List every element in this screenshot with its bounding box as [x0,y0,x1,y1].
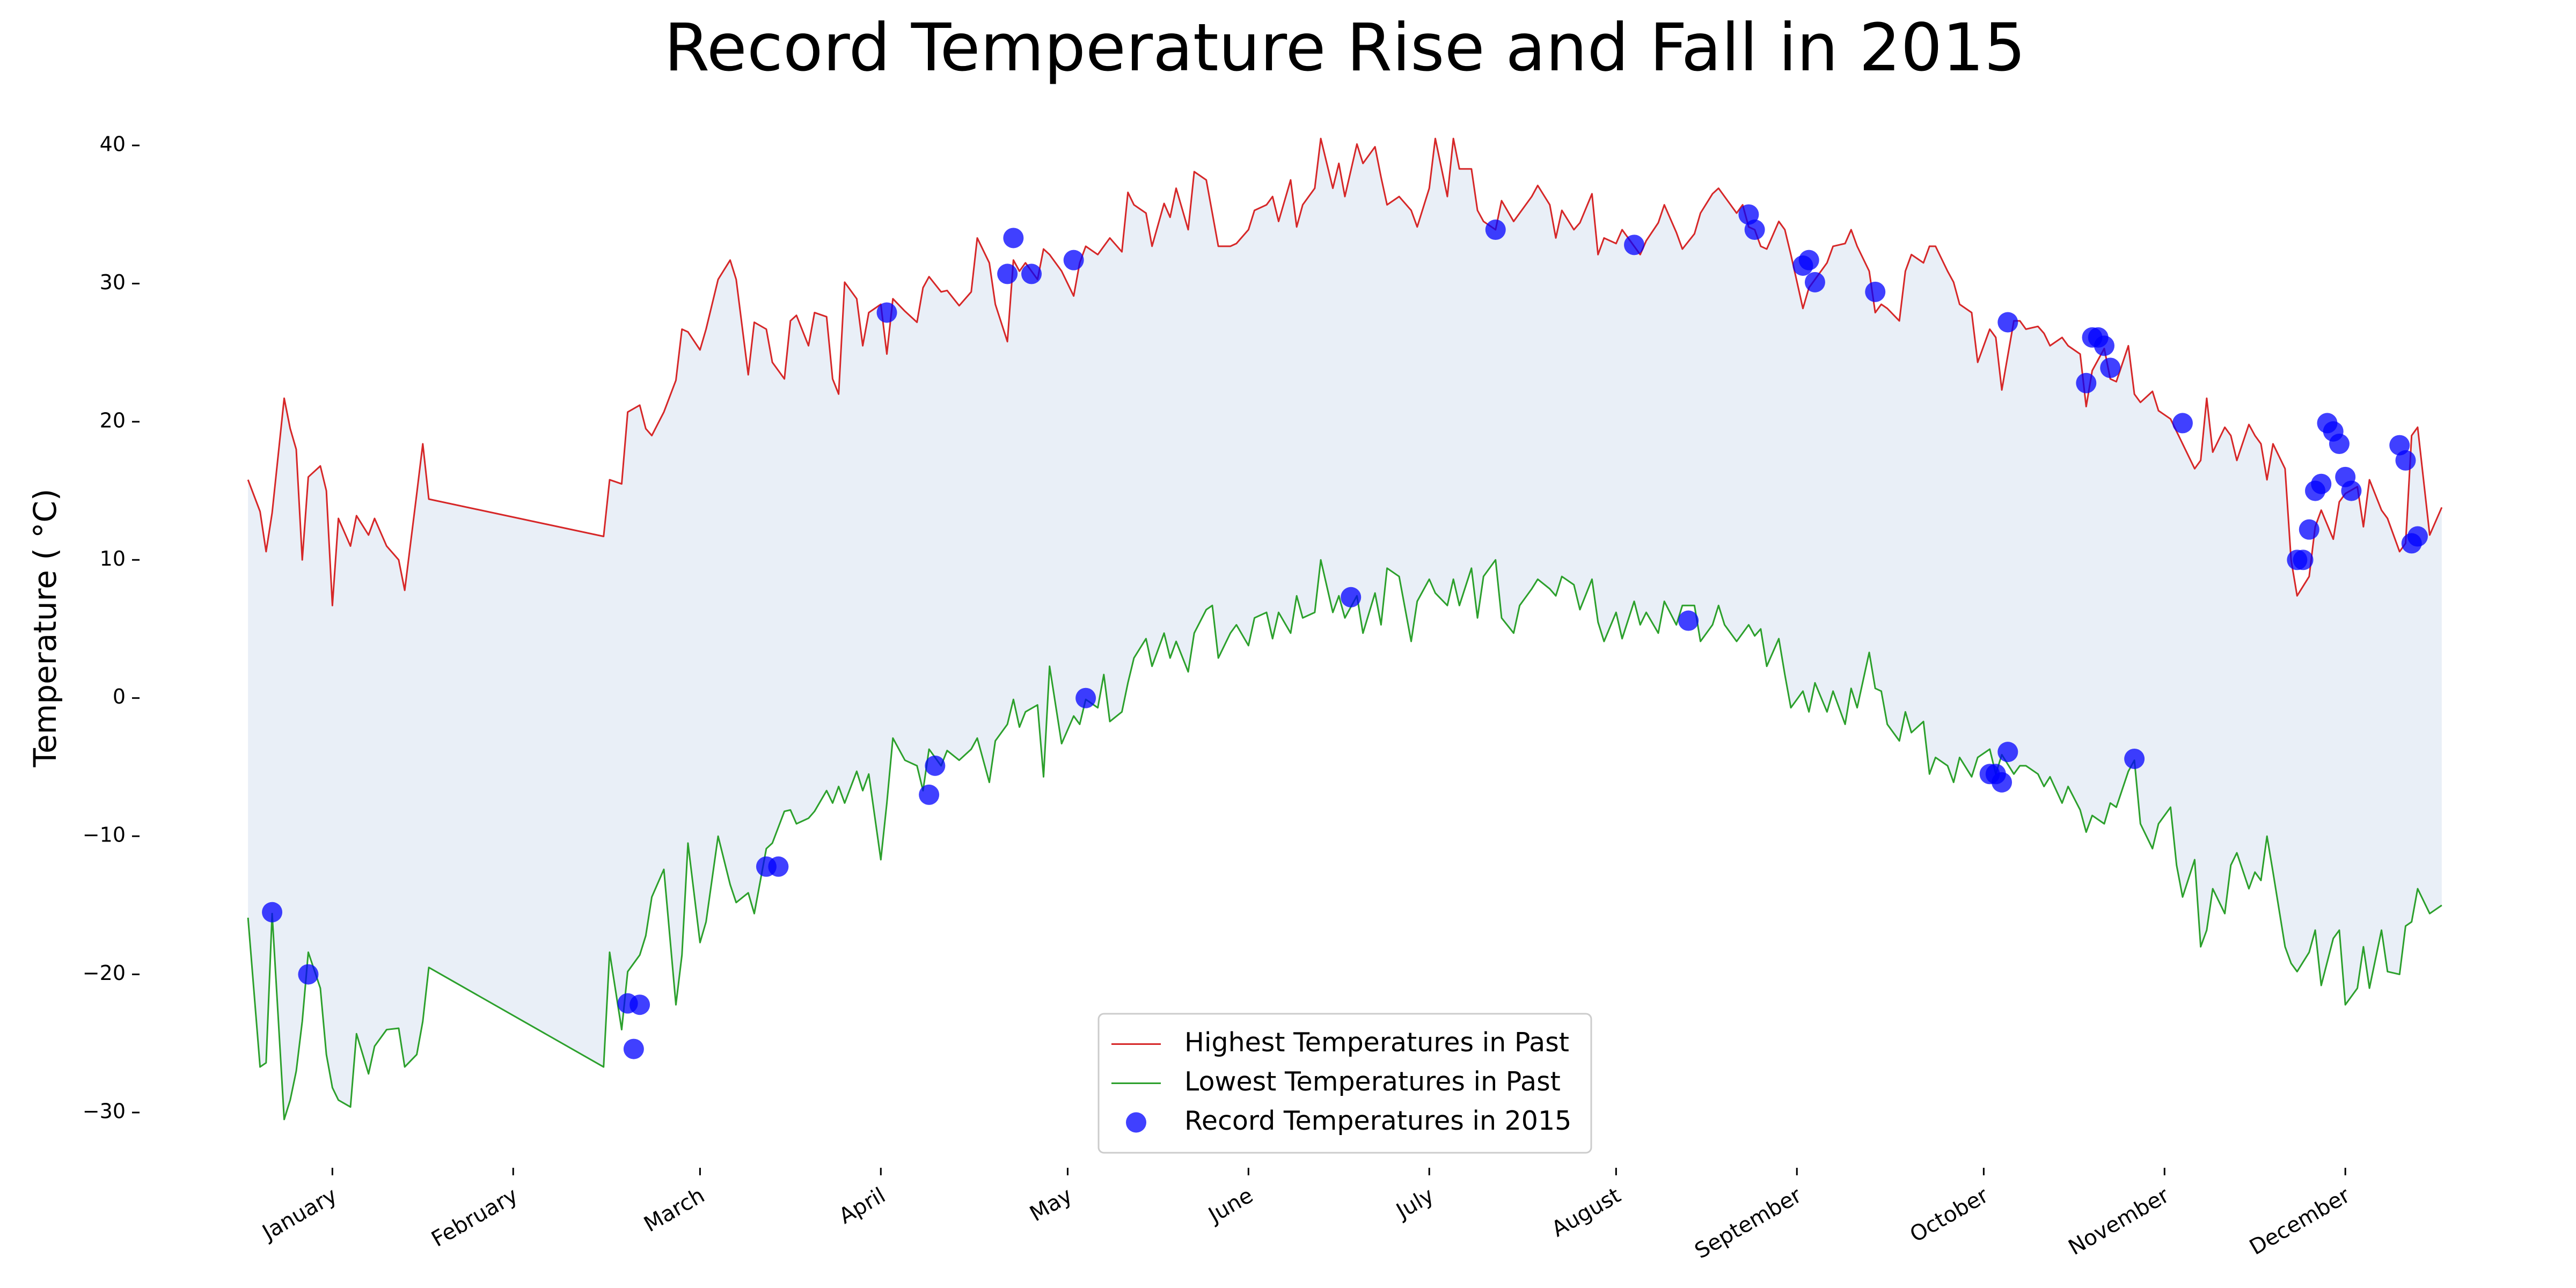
x-tick-label: February [427,1183,522,1252]
legend-label: Lowest Temperatures in Past [1184,1066,1561,1097]
scatter-point [1744,219,1765,240]
x-tick-label: September [1690,1183,1806,1264]
scatter-point [2076,372,2097,393]
scatter-point [1804,272,1825,292]
legend-box [1097,1013,1592,1154]
scatter-point [262,902,283,923]
scatter-point [2395,450,2416,471]
y-tick-label: 30 [100,270,126,294]
legend: Highest Temperatures in Past Lowest Tempe… [1097,1013,1592,1154]
scatter-point [1341,587,1362,608]
scatter-point [630,994,650,1015]
scatter-point [623,1038,644,1059]
y-tick-label: 40 [100,132,126,156]
scatter-point [2094,335,2114,356]
scatter-point [2341,480,2362,501]
y-tick-label: −30 [83,1100,126,1123]
scatter-point [1021,264,1042,284]
scatter-point [2124,748,2145,769]
scatter-point [1485,219,1506,240]
y-tick-label: 10 [100,547,126,570]
scatter-point [1003,228,1024,248]
y-tick-label: 0 [113,685,126,708]
x-tick-label: December [2245,1183,2354,1260]
scatter-point [1997,742,2018,763]
scatter-point [1798,250,1819,270]
x-tick-label: January [257,1183,341,1246]
scatter-point [1992,772,2012,793]
x-tick-label: July [1391,1183,1438,1224]
scatter-point [1624,235,1645,255]
scatter-point [1075,687,1096,708]
scatter-point [1997,312,2018,333]
scatter-point [2407,526,2428,547]
scatter-point [876,302,897,323]
fill-between [248,138,2442,1119]
scatter-point [2311,473,2332,494]
legend-label: Record Temperatures in 2015 [1184,1106,1571,1136]
scatter-point [2172,413,2193,434]
scatter-point [2329,434,2350,455]
series-line [247,559,2442,1121]
x-tick-label: May [1026,1183,1077,1226]
scatter-point [997,264,1018,284]
scatter-point [1063,250,1084,270]
scatter-point [768,856,789,877]
scatter-point [2299,519,2319,540]
scatter-point [298,964,319,985]
legend-marker [1126,1112,1146,1133]
scatter-point [1865,281,1886,302]
y-tick-label: −20 [83,961,126,985]
x-tick-label: October [1906,1183,1993,1247]
x-tick-label: August [1548,1183,1625,1242]
y-axis-label: Temperature ( °C) [27,488,63,767]
chart-title: Record Temperature Rise and Fall in 2015 [664,10,2025,86]
legend-label: Highest Temperatures in Past [1184,1027,1569,1058]
scatter-point [2100,357,2121,378]
x-tick-label: November [2065,1183,2174,1260]
y-tick-label: −10 [83,823,126,847]
x-tick-label: April [835,1183,890,1229]
scatter-point [2293,550,2314,570]
scatter-point [925,755,946,776]
scatter-point [919,784,940,805]
x-tick-label: June [1203,1183,1257,1228]
series-line [247,137,2443,606]
x-tick-label: March [640,1183,709,1237]
y-tick-label: 20 [100,408,126,432]
scatter-point [1678,610,1699,631]
